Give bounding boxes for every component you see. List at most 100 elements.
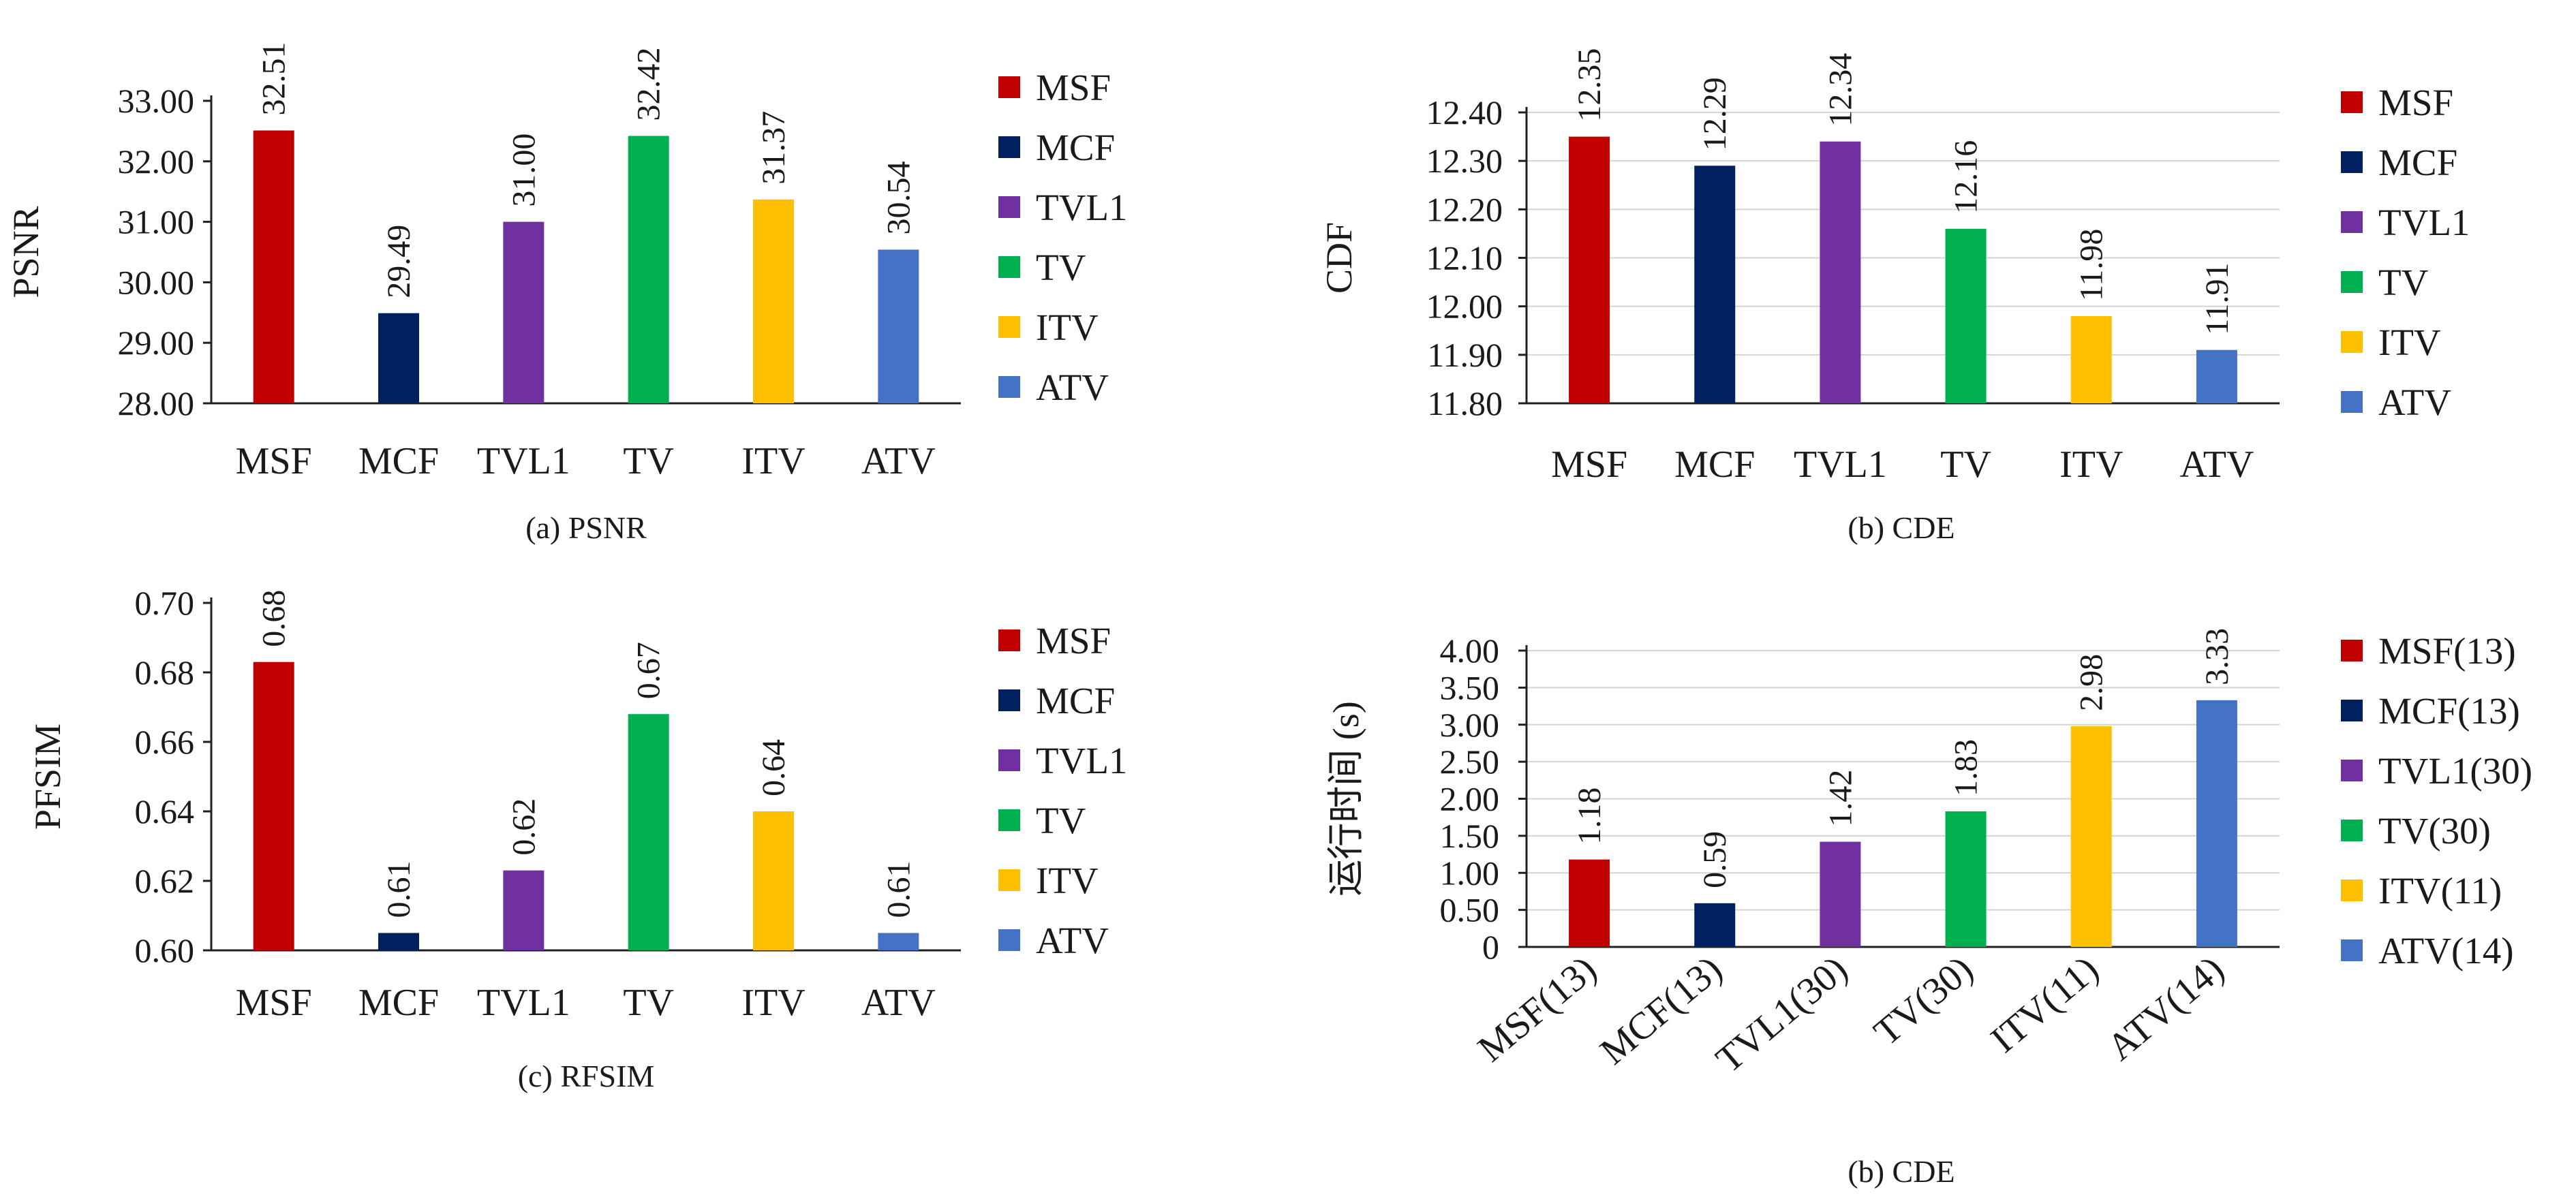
legend-label: TV — [2378, 262, 2429, 303]
legend-swatch — [998, 809, 1020, 831]
legend-swatch — [2341, 391, 2363, 413]
legend-label: ATV — [1036, 920, 1109, 961]
y-tick-label: 12.40 — [1426, 93, 1503, 131]
legend-label: MCF(13) — [2378, 690, 2520, 732]
bar-tv — [1945, 228, 1987, 403]
legend-swatch — [998, 629, 1020, 651]
legend-label: MSF(13) — [2378, 630, 2516, 672]
y-tick-label: 0.50 — [1440, 891, 1500, 929]
legend-swatch — [2341, 640, 2363, 661]
legend-label: ITV — [1036, 860, 1099, 901]
legend-swatch — [2341, 760, 2363, 781]
legend-label: ITV — [1036, 307, 1099, 348]
data-label: 11.91 — [2199, 262, 2235, 334]
legend-label: ITV — [2378, 322, 2441, 363]
data-label: 0.61 — [381, 861, 417, 918]
legend-label: ATV(14) — [2378, 930, 2514, 971]
y-tick-label: 32.00 — [118, 142, 195, 181]
x-tick-label: ITV — [2059, 443, 2123, 486]
y-tick-label: 0.70 — [135, 584, 195, 622]
x-tick-label: MCF — [1674, 443, 1755, 486]
bar-tv — [628, 714, 669, 950]
x-tick-label: MSF — [236, 982, 312, 1024]
legend-swatch — [998, 869, 1020, 891]
legend-label: MSF — [1036, 620, 1111, 661]
x-tick-label: TVL1 — [477, 440, 570, 482]
legend-label: TVL1 — [2378, 202, 2470, 243]
x-tick-label: MCF — [358, 982, 439, 1024]
bar-itv — [2070, 726, 2112, 947]
data-label: 2.98 — [2074, 654, 2110, 711]
bar-atv — [878, 933, 919, 950]
x-tick-label: MSF(13) — [1470, 948, 1604, 1070]
y-tick-label: 12.20 — [1426, 190, 1503, 228]
x-tick-label: TV — [1940, 443, 1991, 486]
legend-label: ATV — [2378, 382, 2451, 423]
bar-atv — [878, 249, 919, 403]
chart-caption: (b) CDE — [1847, 510, 1954, 545]
bar-mcf — [1694, 166, 1736, 404]
data-label: 29.49 — [381, 225, 417, 298]
y-tick-label: 12.10 — [1426, 239, 1503, 277]
x-tick-label: ITV(11) — [1983, 948, 2106, 1061]
chart-panel-2: 11.80 11.90 12.00 12.10 12.20 12.30 12.40 12.35… — [1319, 48, 2470, 545]
data-label: 12.29 — [1697, 77, 1733, 151]
data-label: 0.59 — [1697, 831, 1733, 888]
legend-label: TV — [1036, 800, 1086, 841]
legend-swatch — [998, 689, 1020, 711]
data-label: 31.00 — [506, 134, 542, 207]
chart-panel-3: 0.60 0.62 0.64 0.66 0.68 0.70 0.68 MSF 0.61 MCF 0.… — [27, 584, 1127, 1093]
data-label: 30.54 — [880, 161, 917, 234]
y-tick-label: 3.00 — [1440, 706, 1500, 744]
data-label: 32.51 — [256, 42, 292, 116]
y-tick-label: 0.60 — [135, 931, 195, 969]
legend-label: MCF — [2378, 142, 2457, 183]
bar-mcf — [1694, 903, 1736, 947]
legend-swatch — [998, 196, 1020, 218]
legend-swatch — [2341, 939, 2363, 961]
y-tick-label: 4.00 — [1440, 632, 1500, 670]
data-label: 1.42 — [1822, 770, 1858, 827]
x-tick-label: MCF(13) — [1593, 948, 1730, 1073]
y-axis-title: 运行时间 (s) — [1325, 701, 1366, 896]
legend-label: MSF — [1036, 67, 1111, 108]
legend-swatch — [998, 76, 1020, 98]
x-tick-label: MCF — [358, 440, 439, 482]
x-tick-label: TVL1 — [1794, 443, 1887, 486]
data-label: 12.34 — [1822, 53, 1858, 127]
legend-swatch — [2341, 271, 2363, 293]
bar-itv — [753, 811, 794, 950]
chart-caption: (b) CDE — [1847, 1154, 1954, 1189]
y-tick-label: 1.50 — [1440, 817, 1500, 855]
legend-swatch — [998, 929, 1020, 951]
x-tick-label: ATV — [861, 440, 936, 482]
bar-atv — [2196, 700, 2237, 947]
x-tick-label: MSF — [236, 440, 312, 482]
x-tick-label: TVL1 — [477, 982, 570, 1024]
data-label: 0.68 — [256, 590, 292, 647]
legend-swatch — [2341, 211, 2363, 233]
legend-swatch — [2341, 331, 2363, 353]
chart-caption: (a) PSNR — [525, 510, 647, 545]
data-label: 3.33 — [2199, 628, 2235, 685]
bar-itv — [753, 199, 794, 403]
bar-tv — [628, 136, 669, 403]
y-tick-label: 0 — [1482, 928, 1499, 966]
y-tick-label: 0.66 — [135, 723, 195, 761]
bar-msf — [253, 661, 294, 950]
bar-mcf — [378, 313, 419, 403]
bar-tvl1 — [1820, 841, 1861, 947]
y-tick-label: 1.00 — [1440, 854, 1500, 892]
legend-label: TVL1 — [1036, 740, 1127, 781]
y-tick-label: 0.68 — [135, 653, 195, 691]
legend-label: ITV(11) — [2378, 870, 2502, 912]
y-axis-title: PFSIM — [27, 723, 68, 830]
legend-swatch — [2341, 879, 2363, 901]
legend-swatch — [2341, 820, 2363, 841]
legend-swatch — [998, 749, 1020, 771]
y-tick-label: 12.30 — [1426, 142, 1503, 180]
data-label: 12.16 — [1948, 140, 1984, 214]
bar-tvl1 — [1820, 141, 1861, 403]
bar-tv — [1945, 811, 1987, 947]
